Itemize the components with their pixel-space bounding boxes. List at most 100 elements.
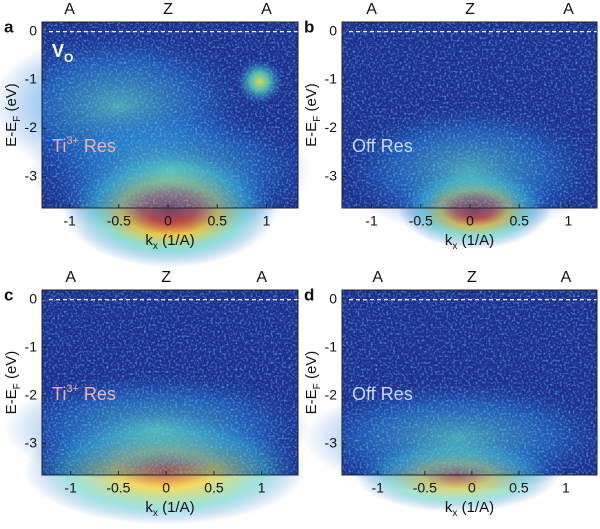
annotation: Off Res: [352, 384, 413, 404]
y-tick-label: -3: [325, 167, 338, 183]
speckle-texture: [42, 290, 298, 475]
y-tick-label: -3: [25, 434, 38, 450]
x-axis-label-part: x: [452, 241, 457, 252]
y-axis-label-part: E-E: [3, 389, 20, 414]
y-axis-label: E-EF (eV): [303, 351, 323, 415]
y-tick-label: -1: [325, 71, 338, 87]
y-axis-label-part: E-E: [303, 389, 320, 414]
speckle-texture: [42, 22, 298, 208]
annotation-part: 3+: [66, 383, 79, 395]
y-axis-label: E-EF (eV): [303, 83, 323, 147]
x-axis-label: kx (1/A): [145, 499, 194, 519]
x-tick-label: -0.5: [107, 213, 131, 229]
x-axis-label-part: k: [445, 232, 453, 249]
y-tick-label: -2: [25, 119, 38, 135]
top-tick-label: A: [561, 269, 572, 286]
y-tick-label: -3: [325, 434, 338, 450]
x-axis-label: kx (1/A): [445, 232, 494, 252]
annotation-part: Res: [79, 136, 116, 156]
x-tick-label: 0.5: [208, 213, 228, 229]
top-tick-label: A: [261, 1, 272, 18]
panel-label: b: [304, 17, 314, 36]
x-axis-label-part: k: [145, 499, 153, 516]
x-axis-label-part: (1/A): [158, 232, 195, 249]
x-tick-label: 0: [468, 480, 476, 496]
annotation-part: V: [52, 41, 64, 61]
x-tick-label: 0: [162, 480, 170, 496]
y-axis-label-part: F: [12, 116, 23, 122]
y-tick-label: -2: [325, 119, 338, 135]
annotation: Ti3+ Res: [52, 383, 116, 404]
top-tick-label: A: [372, 269, 383, 286]
annotation-part: 3+: [66, 135, 79, 147]
x-axis-label-part: (1/A): [457, 499, 494, 516]
speckle-texture: [342, 290, 597, 475]
y-axis-label-part: E-E: [3, 122, 20, 147]
annotation-part: Ti: [52, 136, 66, 156]
x-tick-label: -0.5: [106, 480, 130, 496]
y-axis-label-part: (eV): [3, 83, 20, 116]
plot-frame: [41, 289, 299, 476]
x-axis-label-part: (1/A): [158, 499, 195, 516]
x-axis-label-part: (1/A): [457, 232, 494, 249]
panel-label: d: [304, 285, 314, 304]
y-tick-label: 0: [29, 290, 37, 306]
y-tick-label: 0: [329, 290, 337, 306]
top-tick-label: A: [65, 269, 76, 286]
annotation-part: Off Res: [352, 136, 413, 156]
annotation-part: Res: [79, 384, 116, 404]
x-tick-label: 1: [258, 480, 266, 496]
plot-frame: [341, 289, 598, 476]
x-axis-label-part: k: [145, 232, 153, 249]
y-axis-label-part: E-E: [303, 122, 320, 147]
annotation: Off Res: [352, 136, 413, 156]
y-axis-label-part: (eV): [303, 351, 320, 384]
x-tick-label: -1: [372, 480, 385, 496]
x-axis-label: kx (1/A): [445, 499, 494, 519]
x-axis-label: kx (1/A): [145, 232, 194, 252]
annotation-part: O: [64, 51, 73, 65]
top-tick-label: Z: [161, 269, 171, 286]
y-tick-label: -3: [25, 167, 38, 183]
x-tick-label: -1: [64, 480, 77, 496]
y-axis-label-part: (eV): [303, 83, 320, 116]
y-tick-label: -1: [325, 338, 338, 354]
x-tick-label: 1: [565, 213, 573, 229]
y-axis-label-part: F: [312, 383, 323, 389]
y-tick-label: 0: [329, 22, 337, 38]
x-tick-label: -0.5: [409, 213, 433, 229]
y-tick-label: -2: [25, 386, 38, 402]
speckle-texture: [342, 22, 597, 208]
y-tick-label: -2: [325, 386, 338, 402]
x-axis-label-part: x: [153, 508, 158, 519]
x-tick-label: 0: [164, 213, 172, 229]
x-tick-label: 0.5: [509, 480, 529, 496]
y-tick-label: -1: [25, 338, 38, 354]
top-tick-label: A: [256, 269, 267, 286]
x-tick-label: -1: [365, 213, 378, 229]
x-tick-label: 0.5: [204, 480, 224, 496]
top-tick-label: Z: [465, 1, 475, 18]
top-tick-label: A: [366, 1, 377, 18]
x-axis-label-part: x: [153, 241, 158, 252]
annotation: VO: [52, 41, 73, 65]
x-tick-label: -1: [63, 213, 76, 229]
x-tick-label: 0: [466, 213, 474, 229]
annotation: Ti3+ Res: [52, 135, 116, 156]
x-axis-label-part: k: [445, 499, 453, 516]
y-tick-label: 0: [29, 22, 37, 38]
y-axis-label-part: F: [312, 116, 323, 122]
y-axis-label-part: (eV): [3, 351, 20, 384]
y-axis-label: E-EF (eV): [3, 83, 23, 147]
y-tick-label: -1: [25, 71, 38, 87]
x-tick-label: -0.5: [413, 480, 437, 496]
top-tick-label: Z: [467, 269, 477, 286]
top-tick-label: Z: [163, 1, 173, 18]
top-tick-label: A: [563, 1, 574, 18]
y-axis-label-part: F: [12, 383, 23, 389]
plot-frame: [41, 21, 299, 209]
x-tick-label: 1: [263, 213, 271, 229]
annotation-part: Ti: [52, 384, 66, 404]
panel-label: a: [4, 17, 14, 36]
